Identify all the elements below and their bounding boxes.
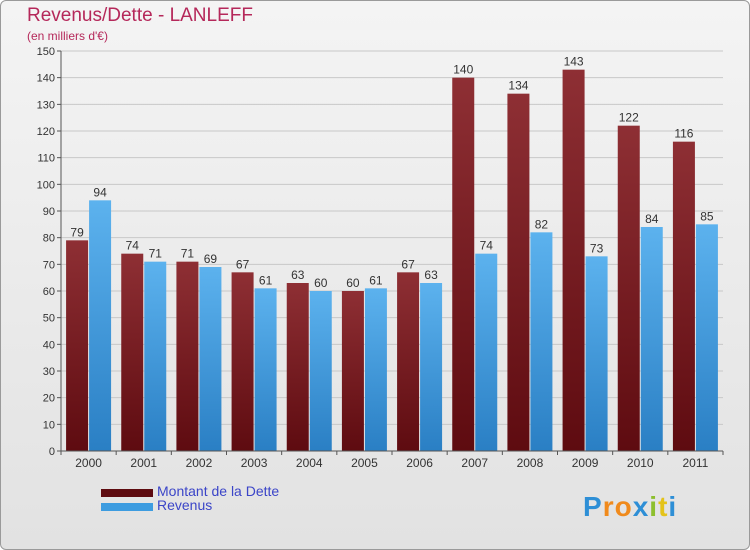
data-label-dette: 122	[619, 111, 639, 125]
bar-dette	[507, 93, 530, 452]
x-tick-label: 2009	[572, 456, 599, 470]
bar-revenus	[89, 200, 112, 451]
logo-letter: t	[658, 491, 669, 522]
logo-letter: r	[602, 491, 615, 522]
bar-dette	[452, 77, 475, 452]
bar-revenus	[475, 253, 498, 451]
bar-revenus	[420, 283, 443, 451]
proxiti-logo: Proxiti	[583, 491, 677, 523]
data-label-dette: 63	[291, 268, 305, 282]
data-label-dette: 71	[181, 247, 195, 261]
y-tick-label: 20	[43, 393, 55, 405]
x-tick-label: 2004	[296, 456, 323, 470]
x-tick-label: 2005	[351, 456, 378, 470]
y-tick-label: 60	[43, 286, 55, 298]
bars	[66, 69, 718, 452]
data-label-revenus: 84	[645, 212, 659, 226]
x-tick-label: 2010	[627, 456, 654, 470]
logo-letter: P	[583, 491, 603, 522]
bar-revenus	[695, 224, 718, 451]
data-label-dette: 79	[70, 225, 84, 239]
data-label-dette: 60	[346, 276, 360, 290]
bar-revenus	[144, 261, 167, 451]
bar-revenus	[309, 291, 332, 451]
bar-dette	[286, 283, 309, 451]
y-tick-label: 100	[37, 179, 55, 191]
chart-subtitle: (en milliers d'€)	[27, 29, 108, 43]
y-tick-label: 150	[37, 46, 55, 58]
bar-revenus	[199, 267, 222, 451]
bar-dette	[66, 240, 89, 451]
data-label-dette: 67	[401, 257, 415, 271]
bar-revenus	[254, 288, 277, 451]
data-label-revenus: 73	[590, 241, 604, 255]
data-label-dette: 67	[236, 257, 250, 271]
bar-revenus	[530, 232, 553, 451]
y-tick-label: 10	[43, 419, 55, 431]
bar-dette	[672, 141, 695, 451]
bar-revenus	[364, 288, 387, 451]
y-tick-label: 30	[43, 366, 55, 378]
data-label-dette: 116	[674, 127, 693, 141]
logo-letter: i	[649, 491, 659, 522]
x-tick-label: 2008	[517, 456, 544, 470]
legend-label-revenus: Revenus	[157, 497, 213, 513]
y-tick-label: 130	[37, 99, 55, 111]
legend-swatch-revenus	[101, 503, 153, 511]
bar-dette	[562, 69, 585, 452]
legend-label-dette: Montant de la Dette	[157, 483, 280, 499]
data-label-revenus: 74	[480, 239, 494, 253]
data-label-dette: 143	[564, 55, 584, 69]
data-label-revenus: 63	[424, 268, 438, 282]
data-labels: 79 94 74 71 71 69 67 61 63 60 60 61 67 63 140 74 134 82 14…	[70, 55, 714, 290]
data-label-revenus: 85	[700, 209, 714, 223]
data-label-revenus: 69	[204, 252, 218, 266]
y-tick-label: 120	[37, 126, 55, 138]
y-tick-label: 90	[43, 206, 55, 218]
data-label-dette: 74	[126, 239, 140, 253]
legend-swatch-dette	[101, 489, 153, 497]
x-tick-label: 2011	[683, 456, 709, 470]
bar-dette	[121, 253, 144, 451]
x-tick-label: 2000	[75, 456, 102, 470]
grid-lines	[61, 50, 723, 452]
data-label-revenus: 82	[535, 217, 549, 231]
axes: 0 10 20 30 40 50 60 70 80 90 100 110 120 130 140 150 200…	[37, 46, 724, 470]
logo-letter: x	[632, 491, 650, 522]
data-label-revenus: 61	[369, 273, 383, 287]
y-tick-label: 110	[37, 153, 55, 165]
data-label-dette: 140	[453, 63, 473, 77]
y-tick-label: 70	[43, 259, 55, 271]
y-tick-label: 0	[49, 446, 55, 458]
data-label-dette: 134	[508, 79, 528, 93]
x-tick-label: 2006	[406, 456, 433, 470]
chart-title: Revenus/Dette - LANLEFF	[27, 5, 253, 26]
x-tick-label: 2003	[241, 456, 268, 470]
logo-letter: i	[668, 491, 678, 522]
x-tick-label: 2001	[130, 456, 157, 470]
y-tick-label: 50	[43, 313, 55, 325]
bar-dette	[231, 272, 254, 451]
y-tick-label: 140	[37, 73, 55, 85]
y-tick-label: 80	[43, 233, 55, 245]
bar-revenus	[640, 227, 663, 451]
data-label-revenus: 60	[314, 276, 328, 290]
data-label-revenus: 71	[149, 247, 163, 261]
bar-revenus	[585, 256, 608, 451]
x-tick-label: 2002	[186, 456, 213, 470]
bar-dette	[397, 272, 420, 451]
data-label-revenus: 61	[259, 273, 273, 287]
bar-dette	[617, 125, 640, 452]
bar-dette	[176, 261, 199, 451]
logo-letter: o	[614, 491, 633, 522]
data-label-revenus: 94	[93, 185, 107, 199]
y-tick-label: 40	[43, 339, 55, 351]
bar-dette	[341, 291, 364, 451]
x-tick-label: 2007	[461, 456, 488, 470]
